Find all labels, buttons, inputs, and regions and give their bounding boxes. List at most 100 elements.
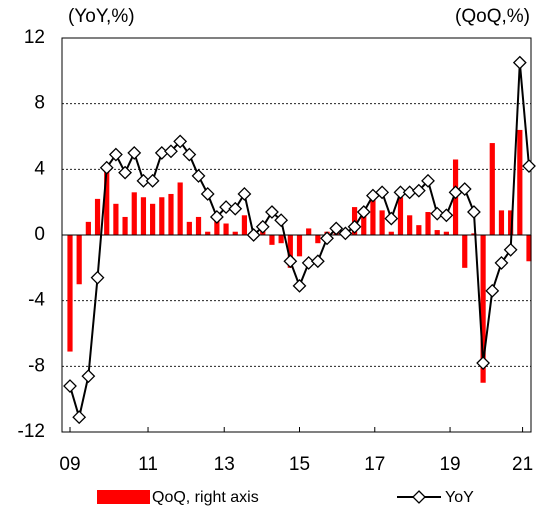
marker xyxy=(292,278,307,293)
y2-axis-label: (QoQ,%) xyxy=(455,6,530,27)
bar xyxy=(186,221,192,235)
bar xyxy=(168,193,174,235)
bar xyxy=(159,197,165,235)
bar xyxy=(425,212,431,235)
y-tick-label: -8 xyxy=(28,355,45,376)
marker xyxy=(182,147,197,162)
marker xyxy=(127,145,142,160)
marker xyxy=(255,219,270,234)
marker xyxy=(467,205,481,219)
bar xyxy=(67,235,73,352)
x-tick-label: 21 xyxy=(512,454,533,475)
bar xyxy=(205,231,211,235)
bar xyxy=(150,203,156,235)
bar xyxy=(223,223,229,235)
marker xyxy=(421,173,435,188)
bar xyxy=(131,192,137,235)
y-tick-label: 12 xyxy=(24,27,45,48)
legend-marker xyxy=(412,490,426,504)
legend-label: QoQ, right axis xyxy=(152,489,259,506)
bar xyxy=(397,197,404,235)
y-tick-label: 0 xyxy=(34,224,45,245)
bar xyxy=(122,216,128,235)
y-tick-label: 8 xyxy=(34,93,45,114)
x-tick-label: 13 xyxy=(214,454,235,475)
bar xyxy=(113,203,119,235)
x-tick-label: 09 xyxy=(59,454,80,475)
marker xyxy=(145,173,160,188)
marker xyxy=(63,379,77,393)
marker xyxy=(209,210,224,224)
marker xyxy=(494,255,509,270)
bar xyxy=(287,235,293,268)
marker xyxy=(191,168,206,183)
marker xyxy=(90,270,105,285)
bar xyxy=(416,225,422,235)
bar xyxy=(361,213,367,235)
bar xyxy=(278,235,284,244)
marker xyxy=(476,356,491,370)
marker xyxy=(265,205,279,219)
y-axis-label: (YoY,%) xyxy=(68,6,135,27)
marker xyxy=(99,160,114,175)
bar xyxy=(269,235,275,245)
bar xyxy=(407,215,413,235)
marker xyxy=(108,147,123,162)
bar xyxy=(104,169,110,235)
marker xyxy=(320,231,334,246)
marker xyxy=(173,134,188,149)
marker xyxy=(274,213,289,228)
marker xyxy=(310,254,325,269)
marker xyxy=(384,211,399,226)
bar xyxy=(489,143,495,235)
marker xyxy=(228,201,243,216)
marker xyxy=(485,283,500,298)
bar xyxy=(296,235,303,257)
bar xyxy=(306,228,312,235)
marker xyxy=(246,228,261,242)
x-tick-label: 15 xyxy=(289,454,310,475)
bar xyxy=(85,221,91,235)
bar xyxy=(388,231,394,235)
marker xyxy=(503,242,518,257)
marker xyxy=(118,165,132,180)
marker xyxy=(237,187,252,201)
bar xyxy=(370,197,376,235)
bar xyxy=(508,210,514,235)
x-tick-label: 11 xyxy=(138,454,158,475)
marker xyxy=(411,183,426,198)
y-tick-label: 4 xyxy=(34,158,45,179)
marker xyxy=(439,208,454,223)
bar xyxy=(94,198,101,235)
marker xyxy=(283,254,298,269)
marker xyxy=(512,55,527,70)
marker xyxy=(72,410,87,425)
bar xyxy=(462,235,468,268)
bar xyxy=(480,235,486,383)
plot-frame xyxy=(61,37,532,433)
bar xyxy=(214,213,220,235)
y-tick-label: -12 xyxy=(18,421,45,442)
bar xyxy=(177,182,183,235)
marker xyxy=(430,206,445,221)
bar xyxy=(471,233,477,235)
bar xyxy=(498,210,505,235)
bar xyxy=(76,235,82,285)
bar xyxy=(195,216,202,235)
bar xyxy=(517,129,523,235)
marker xyxy=(329,221,344,236)
marker xyxy=(356,205,371,219)
bar xyxy=(241,215,248,235)
y-tick-label: -4 xyxy=(28,290,45,311)
marker xyxy=(81,369,96,384)
x-tick-label: 17 xyxy=(364,454,385,475)
marker xyxy=(219,200,233,215)
bar xyxy=(379,210,385,235)
marker xyxy=(164,144,178,159)
legend-swatch xyxy=(97,490,150,504)
bar xyxy=(232,231,238,235)
bar xyxy=(315,235,321,244)
marker xyxy=(375,185,390,200)
marker xyxy=(338,226,353,241)
